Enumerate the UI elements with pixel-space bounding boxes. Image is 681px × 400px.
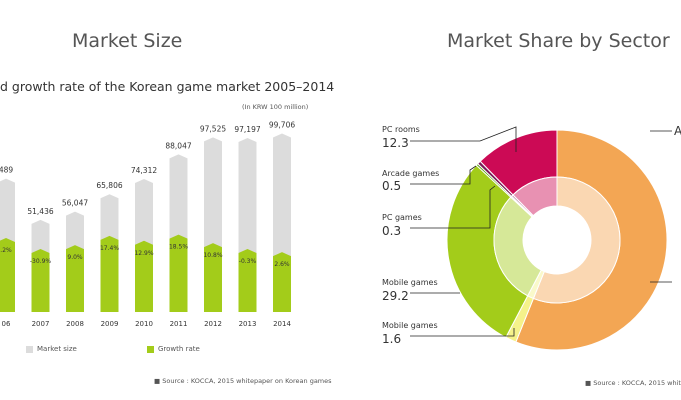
leader-line <box>479 126 517 152</box>
growth-rate-value-label: 12.9% <box>134 250 153 257</box>
growth-rate-value-label: 17.4% <box>100 245 119 252</box>
market-size-value-label: 489 <box>0 166 13 175</box>
donut-slice-inner <box>532 176 621 304</box>
sector-label-mobile-games-2: Mobile games <box>382 321 438 330</box>
growth-rate-bar <box>0 238 15 312</box>
market-size-value-label: 99,706 <box>269 121 295 130</box>
growth-rate-value-label: .2% <box>0 247 12 254</box>
source-bullet-icon: ■ <box>585 379 594 387</box>
market-size-bar-chart: 489 .2% 06 51,436 -30.9% 2007 56,047 9.0% 2008 65… <box>0 121 295 328</box>
legend-swatch-growth-rate <box>147 346 154 353</box>
x-tick-label: 2014 <box>273 320 291 328</box>
sector-label-arcade-games: Arcade games <box>382 169 440 178</box>
growth-rate-bar <box>238 249 257 312</box>
market-size-value-label: 97,197 <box>234 125 260 134</box>
leader-line <box>410 185 496 229</box>
sector-edge-label: A <box>674 124 681 138</box>
x-tick-label: 2012 <box>204 320 222 328</box>
sector-label-pc-rooms: PC rooms <box>382 125 420 134</box>
sector-value-mobile-games-2: 1.6 <box>382 332 402 346</box>
right-source-text: Source : KOCCA, 2015 whitep <box>593 379 681 387</box>
growth-rate-bar <box>204 243 222 312</box>
leader-line <box>410 165 477 185</box>
growth-rate-bar <box>135 240 153 312</box>
market-size-value-label: 88,047 <box>165 141 191 150</box>
legend-label-growth-rate: Growth rate <box>158 345 200 353</box>
x-tick-label: 2008 <box>66 320 84 328</box>
growth-rate-bar <box>169 234 188 312</box>
sector-value-mobile-games: 29.2 <box>382 289 409 303</box>
growth-rate-bar <box>66 245 84 312</box>
sector-label-pc-games: PC games <box>382 213 422 222</box>
sector-value-pc-games: 0.3 <box>382 224 402 238</box>
market-size-value-label: 65,806 <box>96 181 122 190</box>
growth-rate-bar <box>273 252 291 312</box>
x-tick-label: 2011 <box>170 320 188 328</box>
market-size-value-label: 97,525 <box>200 124 226 133</box>
sector-value-pc-rooms: 12.3 <box>382 136 409 150</box>
right-source-note: ■ Source : KOCCA, 2015 whitep <box>585 379 681 387</box>
donut-slice-inner <box>512 176 558 217</box>
growth-rate-bar <box>100 235 119 312</box>
donut-slice-inner <box>493 196 542 297</box>
market-size-title: Market Size <box>72 30 183 52</box>
growth-rate-value-label: 18.5% <box>169 244 188 251</box>
growth-rate-bar <box>31 249 50 312</box>
market-share-title: Market Share by Sector <box>447 30 670 52</box>
left-source-text: Source : KOCCA, 2015 whitepaper on Korea… <box>162 377 332 385</box>
market-size-value-label: 74,312 <box>131 166 157 175</box>
sector-value-arcade-games: 0.5 <box>382 179 402 193</box>
market-size-value-label: 51,436 <box>27 207 53 216</box>
sector-label-mobile-games: Mobile games <box>382 278 438 287</box>
growth-rate-value-label: 2.6% <box>274 261 290 268</box>
leader-line <box>410 328 515 337</box>
unit-note: (In KRW 100 million) <box>242 103 309 111</box>
donut-hole <box>524 207 590 273</box>
x-tick-label: 2009 <box>101 320 119 328</box>
growth-rate-value-label: 10.8% <box>203 252 222 259</box>
x-tick-label: 2007 <box>32 320 50 328</box>
source-bullet-icon: ■ <box>154 377 163 385</box>
growth-rate-value-label: -0.3% <box>239 258 257 265</box>
growth-rate-value-label: 9.0% <box>67 254 83 261</box>
legend-label-market-size: Market size <box>37 345 77 353</box>
x-tick-label: 2010 <box>135 320 153 328</box>
market-size-value-label: 56,047 <box>62 199 88 208</box>
growth-rate-value-label: -30.9% <box>30 258 52 265</box>
bar-chart-subtitle: d growth rate of the Korean game market … <box>0 79 335 94</box>
x-tick-label: 06 <box>2 320 11 328</box>
x-tick-label: 2013 <box>239 320 257 328</box>
left-source-note: ■ Source : KOCCA, 2015 whitepaper on Kor… <box>154 377 332 385</box>
legend-swatch-market-size <box>26 346 33 353</box>
